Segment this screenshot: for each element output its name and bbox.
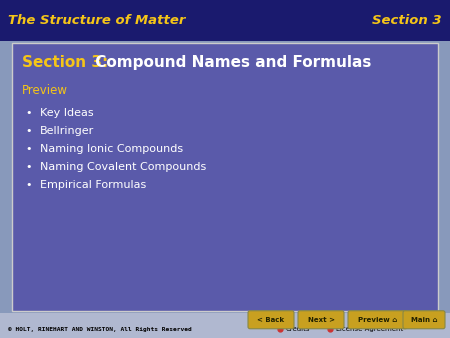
Text: •: • (25, 107, 32, 118)
FancyBboxPatch shape (0, 0, 450, 41)
Text: Next >: Next > (307, 317, 334, 323)
Text: •: • (25, 144, 32, 153)
Text: Empirical Formulas: Empirical Formulas (40, 179, 146, 190)
Text: Bellringer: Bellringer (40, 125, 94, 136)
Text: •: • (25, 162, 32, 172)
Text: Naming Ionic Compounds: Naming Ionic Compounds (40, 144, 183, 153)
Text: The Structure of Matter: The Structure of Matter (8, 14, 185, 27)
Text: < Back: < Back (257, 317, 284, 323)
FancyBboxPatch shape (403, 311, 445, 329)
Text: Section 3:: Section 3: (22, 55, 108, 70)
Text: Section 3: Section 3 (373, 14, 442, 27)
Text: Preview: Preview (22, 84, 68, 97)
FancyBboxPatch shape (0, 313, 450, 338)
Text: License Agreement: License Agreement (336, 326, 403, 332)
Text: •: • (25, 125, 32, 136)
FancyBboxPatch shape (298, 311, 344, 329)
FancyBboxPatch shape (248, 311, 294, 329)
Text: © HOLT, RINEHART AND WINSTON, All Rights Reserved: © HOLT, RINEHART AND WINSTON, All Rights… (8, 327, 192, 332)
Text: Main ⌂: Main ⌂ (411, 317, 437, 323)
Text: Key Ideas: Key Ideas (40, 107, 94, 118)
FancyBboxPatch shape (348, 311, 407, 329)
Text: Compound Names and Formulas: Compound Names and Formulas (90, 55, 371, 70)
Text: Preview ⌂: Preview ⌂ (358, 317, 397, 323)
FancyBboxPatch shape (12, 43, 438, 311)
Text: Credits: Credits (286, 326, 310, 332)
Text: •: • (25, 179, 32, 190)
Text: Naming Covalent Compounds: Naming Covalent Compounds (40, 162, 206, 172)
